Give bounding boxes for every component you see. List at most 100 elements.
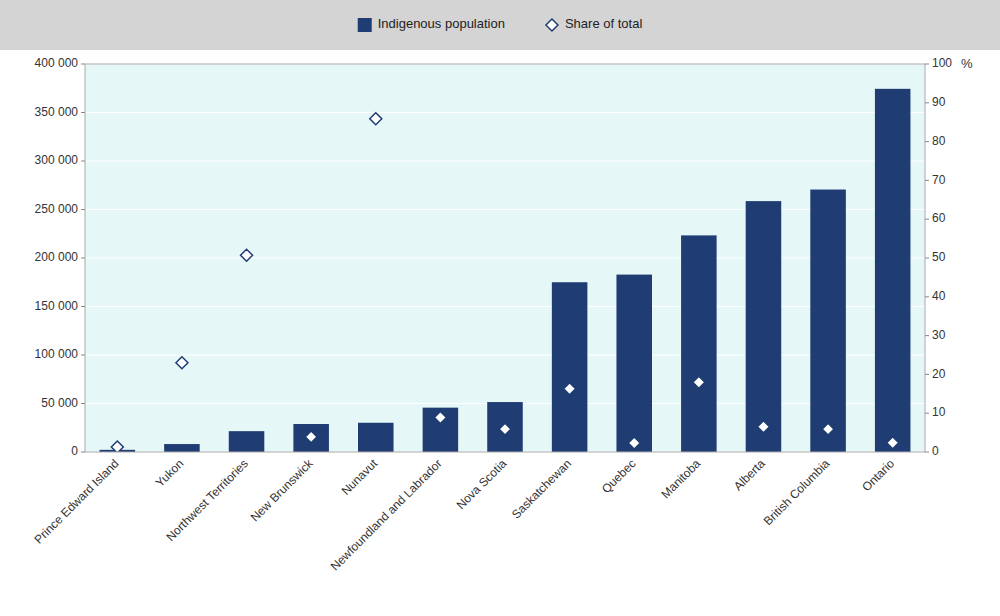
- grid-line: [85, 306, 925, 307]
- y-tick-label: 150 000: [35, 299, 79, 313]
- y2-tick: [925, 219, 929, 220]
- y-tick: [81, 258, 85, 259]
- y2-axis-label: %: [961, 56, 973, 71]
- y-tick: [81, 306, 85, 307]
- diamond-marker: [176, 357, 188, 369]
- bar: [875, 89, 911, 452]
- y-tick-label: 350 000: [35, 105, 79, 119]
- legend-marker: [546, 19, 558, 31]
- grid-line: [85, 209, 925, 210]
- grid-line: [85, 258, 925, 259]
- y2-tick-label: 40: [932, 289, 946, 303]
- x-tick-label: Newfoundland and Labrador: [328, 456, 445, 573]
- y2-tick-label: 90: [932, 95, 946, 109]
- diamond-marker: [241, 249, 253, 261]
- legend-swatch: [358, 18, 372, 32]
- legend: Indigenous population Share of total: [358, 16, 643, 32]
- x-tick-label: Northwest Territories: [163, 456, 251, 544]
- y2-tick: [925, 141, 929, 142]
- y2-tick-label: 80: [932, 134, 946, 148]
- x-tick-label: Nunavut: [339, 456, 381, 498]
- plot-frame: [85, 64, 925, 452]
- y2-tick: [925, 258, 929, 259]
- grid-line: [85, 112, 925, 113]
- marker-series: [111, 113, 898, 452]
- x-tick-label: Yukon: [153, 456, 186, 489]
- y2-tick: [925, 413, 929, 414]
- bar: [810, 190, 846, 452]
- y2-tick: [925, 452, 929, 453]
- x-tick-label: Alberta: [731, 456, 768, 493]
- y2-tick-label: 50: [932, 250, 946, 264]
- grid-line: [85, 161, 925, 162]
- legend-label: Indigenous population: [378, 16, 505, 31]
- marks: [100, 89, 911, 452]
- y2-tick-label: 100: [932, 56, 952, 70]
- bar: [616, 275, 652, 452]
- bar: [552, 282, 588, 452]
- diamond-marker: [370, 113, 382, 125]
- plot-background: [85, 64, 925, 452]
- grid: [85, 64, 925, 452]
- legend-header: [0, 0, 1000, 50]
- y2-tick-label: 10: [932, 405, 946, 419]
- diamond-marker: [757, 421, 769, 433]
- diamond-marker: [434, 411, 446, 423]
- diamond-marker: [111, 441, 123, 452]
- y-tick-label: 100 000: [35, 347, 79, 361]
- legend-label: Share of total: [565, 16, 642, 31]
- bar: [681, 235, 717, 452]
- bar-series: [100, 89, 911, 452]
- y-tick-label: 0: [71, 444, 78, 458]
- bar: [293, 424, 329, 452]
- diamond-marker: [887, 437, 899, 449]
- y2-tick: [925, 64, 929, 65]
- diamond-marker: [693, 376, 705, 388]
- x-tick-label: New Brunswick: [248, 456, 317, 525]
- y2-axis: 0 10 20 30 40 50 60 70 80 90 100: [925, 56, 952, 458]
- x-tick-label: British Columbia: [761, 456, 833, 528]
- y-tick-label: 50 000: [41, 396, 78, 410]
- y-tick: [81, 452, 85, 453]
- legend-item: Indigenous population: [358, 16, 505, 32]
- y2-tick-label: 0: [932, 444, 939, 458]
- y-tick: [81, 355, 85, 356]
- y2-tick: [925, 102, 929, 103]
- y-tick-label: 400 000: [35, 56, 79, 70]
- y-tick-label: 300 000: [35, 153, 79, 167]
- y2-tick-label: 20: [932, 367, 946, 381]
- bar: [229, 431, 265, 452]
- y2-tick: [925, 296, 929, 297]
- y-tick: [81, 403, 85, 404]
- y-tick: [81, 161, 85, 162]
- x-tick-label: Ontario: [859, 456, 897, 494]
- bar: [164, 444, 200, 452]
- y-axis: 0 50 000 100 000 150 000 200 000 250 000 300 0…: [35, 56, 85, 458]
- y2-tick-label: 70: [932, 173, 946, 187]
- chart-container: 050 000100 000150 000200 000250 000300 0…: [0, 0, 1000, 616]
- y2-tick-label: 60: [932, 211, 946, 225]
- bar: [746, 201, 782, 452]
- y2-tick: [925, 374, 929, 375]
- diamond-marker: [822, 423, 834, 435]
- y-tick: [81, 112, 85, 113]
- x-tick-label: Manitoba: [658, 456, 703, 501]
- y-tick: [81, 64, 85, 65]
- x-axis: Prince Edward IslandYukonNorthwest Terri…: [32, 456, 898, 574]
- y2-tick: [925, 335, 929, 336]
- chart: 050 000100 000150 000200 000250 000300 0…: [0, 0, 1000, 616]
- x-tick-label: Quebec: [599, 456, 639, 496]
- y-tick-label: 200 000: [35, 250, 79, 264]
- diamond-marker: [628, 437, 640, 449]
- x-tick-label: Nova Scotia: [454, 456, 510, 512]
- y2-tick: [925, 180, 929, 181]
- y-tick-label: 250 000: [35, 202, 79, 216]
- bar: [487, 402, 523, 452]
- bar: [358, 423, 394, 452]
- diamond-marker: [305, 431, 317, 443]
- legend-item: Share of total: [546, 16, 642, 31]
- diamond-marker: [564, 383, 576, 395]
- y2-tick-label: 30: [932, 328, 946, 342]
- x-tick-label: Saskatchewan: [509, 456, 574, 521]
- bar: [423, 408, 459, 452]
